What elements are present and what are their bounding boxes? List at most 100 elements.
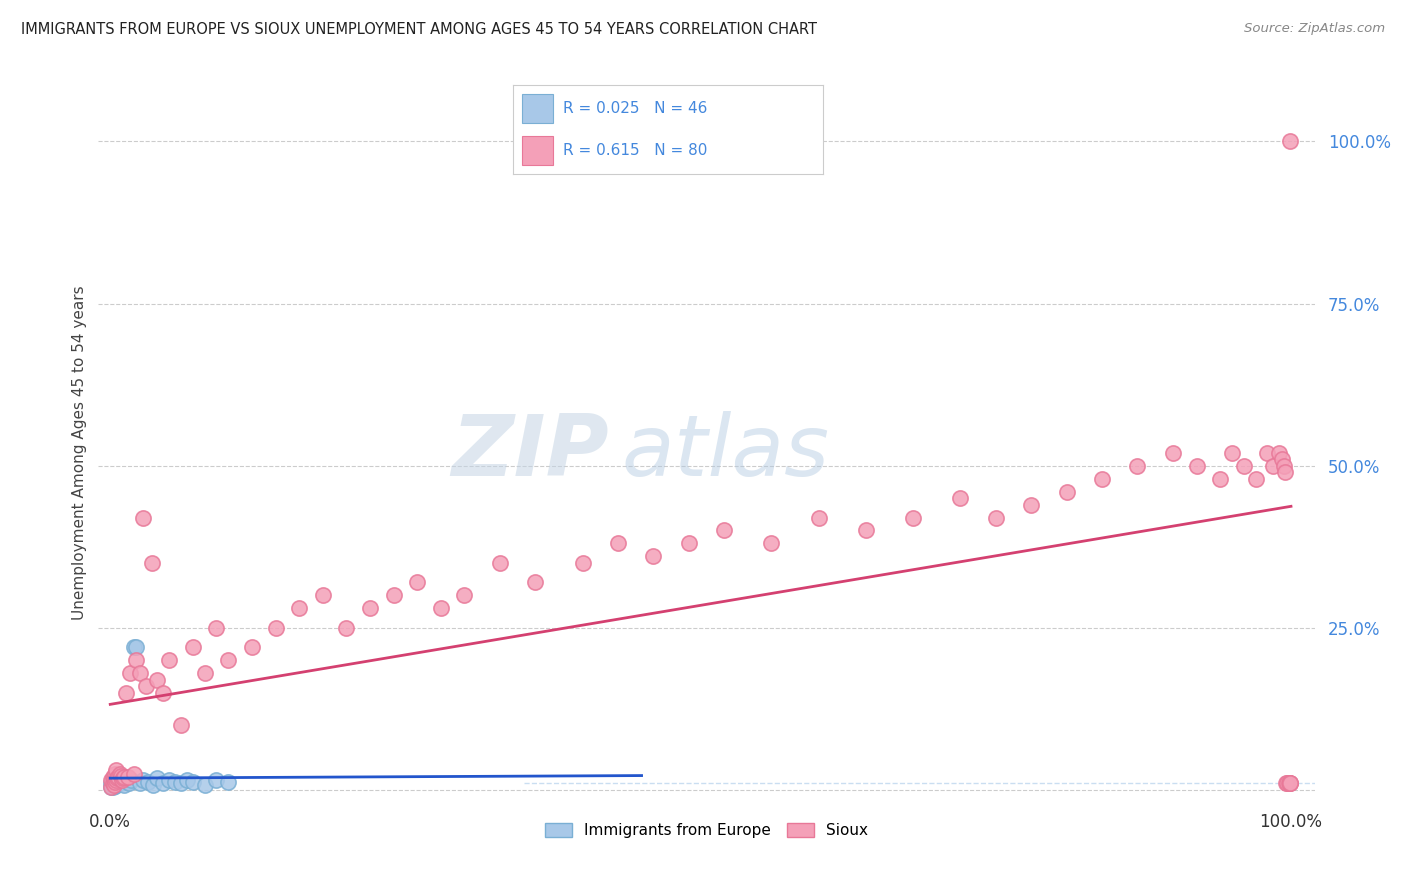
Point — [111, 773, 134, 788]
Point — [1185, 458, 1208, 473]
Point — [713, 524, 735, 538]
Point — [117, 770, 139, 784]
Point — [111, 773, 134, 788]
Point — [108, 766, 131, 780]
Point — [111, 770, 134, 784]
Point — [105, 764, 128, 778]
Point — [105, 774, 128, 789]
Point — [118, 776, 141, 790]
Point — [114, 685, 136, 699]
Point — [217, 653, 239, 667]
Point — [121, 773, 143, 788]
Point — [761, 536, 783, 550]
Point — [524, 575, 547, 590]
Point — [571, 556, 593, 570]
Point — [105, 771, 128, 785]
Point — [1256, 446, 1278, 460]
Legend: Immigrants from Europe, Sioux: Immigrants from Europe, Sioux — [538, 816, 875, 844]
Point — [100, 773, 122, 788]
Text: ZIP: ZIP — [451, 411, 609, 494]
Point — [157, 773, 180, 788]
Point — [1161, 446, 1184, 460]
Point — [112, 775, 135, 789]
Point — [949, 491, 972, 505]
Point — [132, 510, 155, 524]
Point — [105, 770, 128, 784]
Point — [146, 673, 169, 687]
Point — [170, 776, 193, 790]
Point — [108, 768, 131, 782]
Point — [114, 773, 136, 788]
Point — [122, 640, 145, 655]
Point — [1126, 458, 1149, 473]
Point — [217, 775, 239, 789]
Point — [1275, 776, 1298, 790]
Point — [1274, 465, 1296, 479]
Point — [141, 556, 163, 570]
Text: R = 0.615   N = 80: R = 0.615 N = 80 — [562, 144, 707, 158]
Point — [136, 775, 159, 789]
Point — [1244, 472, 1267, 486]
Point — [128, 776, 150, 790]
Point — [146, 771, 169, 785]
Point — [430, 601, 453, 615]
Point — [100, 776, 122, 790]
Point — [359, 601, 381, 615]
Point — [100, 780, 122, 794]
Point — [101, 775, 124, 789]
Point — [142, 778, 165, 792]
Point — [1268, 446, 1291, 460]
Point — [1277, 776, 1299, 790]
Point — [112, 771, 135, 785]
Point — [1019, 498, 1042, 512]
Point — [105, 773, 128, 788]
Text: Source: ZipAtlas.com: Source: ZipAtlas.com — [1244, 22, 1385, 36]
Point — [103, 778, 125, 792]
Point — [382, 588, 405, 602]
Point — [101, 780, 124, 794]
Point — [125, 653, 148, 667]
Point — [112, 778, 135, 792]
Point — [453, 588, 475, 602]
Point — [103, 771, 125, 785]
Point — [107, 771, 129, 785]
Point — [1091, 472, 1114, 486]
Point — [643, 549, 665, 564]
Point — [1263, 458, 1285, 473]
Point — [1270, 452, 1292, 467]
Point — [984, 510, 1007, 524]
Point — [103, 778, 125, 792]
Point — [112, 770, 135, 784]
Point — [194, 666, 217, 681]
Point — [135, 679, 157, 693]
Point — [264, 621, 287, 635]
Point — [103, 776, 125, 790]
Point — [107, 770, 129, 784]
Point — [1278, 776, 1301, 790]
Point — [1278, 135, 1301, 149]
Point — [1278, 776, 1301, 790]
Point — [115, 771, 138, 785]
Point — [152, 776, 174, 790]
Y-axis label: Unemployment Among Ages 45 to 54 years: Unemployment Among Ages 45 to 54 years — [72, 285, 87, 620]
Point — [176, 773, 198, 788]
Point — [105, 773, 128, 788]
Point — [104, 775, 127, 789]
Point — [105, 778, 128, 792]
Point — [103, 773, 125, 788]
Point — [104, 775, 127, 789]
Point — [101, 770, 124, 784]
Point — [181, 775, 204, 789]
Point — [110, 768, 132, 782]
Point — [240, 640, 263, 655]
Point — [1272, 458, 1295, 473]
Point — [100, 780, 122, 794]
Point — [807, 510, 830, 524]
Point — [181, 640, 204, 655]
Point — [165, 775, 187, 789]
Point — [1209, 472, 1232, 486]
Text: atlas: atlas — [621, 411, 830, 494]
Point — [1056, 484, 1078, 499]
Point — [489, 556, 512, 570]
Point — [1233, 458, 1256, 473]
